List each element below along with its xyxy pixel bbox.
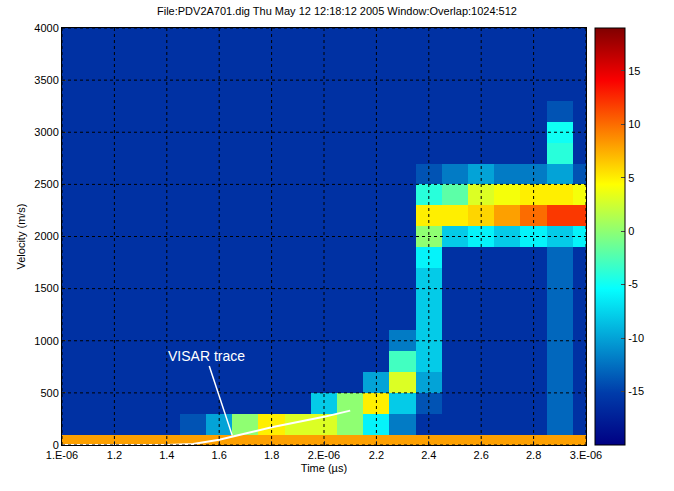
svg-text:2000: 2000 <box>34 230 58 242</box>
svg-text:-5: -5 <box>628 278 638 290</box>
svg-text:-15: -15 <box>628 385 644 397</box>
svg-text:0: 0 <box>628 225 634 237</box>
svg-text:4000: 4000 <box>34 22 58 34</box>
svg-text:2.2: 2.2 <box>369 449 384 461</box>
svg-text:2500: 2500 <box>34 178 58 190</box>
svg-text:1.4: 1.4 <box>159 449 174 461</box>
svg-text:3500: 3500 <box>34 74 58 86</box>
svg-text:10: 10 <box>628 118 640 130</box>
svg-text:2.E-06: 2.E-06 <box>308 449 340 461</box>
svg-text:File:PDV2A701.dig Thu May 12 1: File:PDV2A701.dig Thu May 12 12:18:12 20… <box>157 5 517 17</box>
svg-text:1500: 1500 <box>34 282 58 294</box>
svg-text:15: 15 <box>628 65 640 77</box>
svg-text:-10: -10 <box>628 332 644 344</box>
svg-text:2.6: 2.6 <box>474 449 489 461</box>
svg-text:Time (µs): Time (µs) <box>301 462 347 474</box>
svg-text:1.E-06: 1.E-06 <box>46 449 78 461</box>
svg-text:3.E-06: 3.E-06 <box>570 449 602 461</box>
svg-text:Velocity (m/s): Velocity (m/s) <box>15 203 27 269</box>
svg-text:1.2: 1.2 <box>107 449 122 461</box>
svg-text:2.8: 2.8 <box>526 449 541 461</box>
svg-text:2.4: 2.4 <box>421 449 436 461</box>
svg-text:0: 0 <box>53 439 59 451</box>
svg-text:1000: 1000 <box>34 335 58 347</box>
svg-text:1.8: 1.8 <box>264 449 279 461</box>
svg-text:VISAR trace: VISAR trace <box>168 348 245 364</box>
svg-text:3000: 3000 <box>34 126 58 138</box>
svg-text:500: 500 <box>40 387 58 399</box>
svg-text:5: 5 <box>628 172 634 184</box>
svg-text:1.6: 1.6 <box>212 449 227 461</box>
